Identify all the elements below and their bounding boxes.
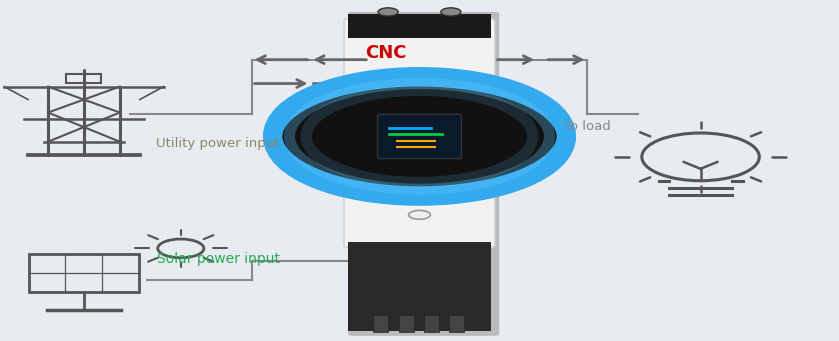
Text: CNC: CNC (365, 44, 406, 62)
FancyBboxPatch shape (348, 12, 499, 336)
Bar (348, 242, 491, 331)
Circle shape (378, 8, 399, 16)
FancyBboxPatch shape (344, 19, 495, 247)
Bar (424, 315, 439, 332)
Text: Utility power input: Utility power input (156, 137, 280, 150)
Text: To load: To load (564, 120, 611, 133)
FancyBboxPatch shape (378, 114, 461, 159)
Bar (399, 315, 414, 332)
Circle shape (268, 75, 571, 198)
Bar (373, 315, 388, 332)
Text: Solar power input: Solar power input (157, 252, 279, 266)
Bar (29, 254, 139, 292)
Bar (348, 14, 491, 38)
Circle shape (440, 8, 461, 16)
Circle shape (273, 77, 566, 196)
Circle shape (409, 210, 430, 219)
Bar (66, 74, 102, 83)
Bar (449, 315, 464, 332)
